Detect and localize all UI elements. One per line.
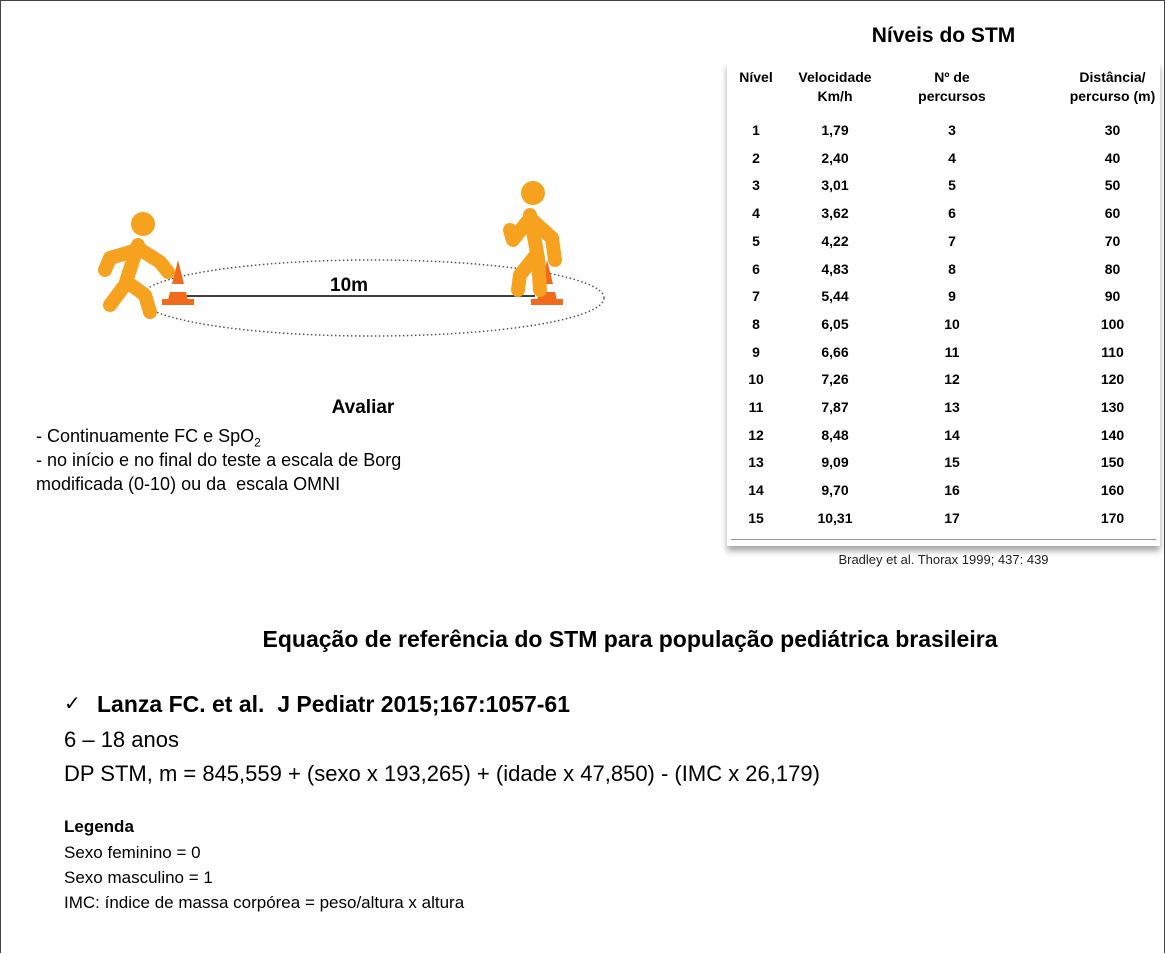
evaluate-line: modificada (0-10) ou da escala OMNI [36,475,340,493]
cell: 10,31 [787,510,883,526]
cell: 80 [1065,261,1160,277]
cell: 14 [907,427,997,443]
subscript: 2 [254,436,261,450]
cell: 30 [1065,122,1160,138]
header-cell: Distância/ [1065,68,1160,87]
cell: 40 [1065,150,1160,166]
evaluate-line: - Continuamente FC e SpO2 [36,427,261,449]
cell: 1,79 [787,122,883,138]
cell: 8 [731,316,781,332]
cell: 10 [731,371,781,387]
cell: 100 [1065,316,1160,332]
cell: 4,83 [787,261,883,277]
distance-label: 10m [330,276,368,295]
cell: 60 [1065,205,1160,221]
cell: 3 [731,177,781,193]
cell: 50 [1065,177,1160,193]
cell: 15 [731,510,781,526]
cell: 160 [1065,482,1160,498]
evaluate-text: modificada (0-10) ou da escala OMNI [36,474,340,494]
cell: 13 [907,399,997,415]
legend-title: Legenda [64,818,134,835]
illustration [0,0,700,380]
cell: 9,70 [787,482,883,498]
citation: Lanza FC. et al. J Pediatr 2015;167:1057… [97,693,570,716]
cell: 11 [731,399,781,415]
cell: 9,09 [787,454,883,470]
evaluate-line: - no início e no final do teste a escala… [36,451,401,469]
cell: 6 [731,261,781,277]
header-cell: Nível [731,68,781,87]
age-range: 6 – 18 anos [64,729,179,751]
reference-title: Equação de referência do STM para popula… [0,628,1165,651]
header-cell: percurso (m) [1065,87,1160,106]
evaluate-title: Avaliar [0,398,726,417]
cell: 5,44 [787,288,883,304]
header-cell: Nº de [907,68,997,87]
cell: 10 [907,316,997,332]
page: 10m Avaliar Níveis do STM Nível Velocidad… [0,0,1165,954]
cell: 15 [907,454,997,470]
table-source: Bradley et al. Thorax 1999; 437: 439 [727,553,1160,566]
cell: 6,05 [787,316,883,332]
cell: 14 [731,482,781,498]
cell: 7 [907,233,997,249]
legend-line: IMC: índice de massa corpórea = peso/alt… [64,894,464,911]
cell: 6 [907,205,997,221]
bullet: ✓ [64,694,81,714]
table-rule [731,539,1156,540]
cell: 70 [1065,233,1160,249]
cell: 150 [1065,454,1160,470]
cell: 17 [907,510,997,526]
equation: DP STM, m = 845,559 + (sexo x 193,265) +… [64,763,820,785]
legend-line: Sexo masculino = 1 [64,869,213,886]
cell: 110 [1065,344,1160,360]
cell: 8,48 [787,427,883,443]
cell: 3,62 [787,205,883,221]
cell: 6,66 [787,344,883,360]
cell: 4,22 [787,233,883,249]
cell: 4 [907,150,997,166]
cell: 90 [1065,288,1160,304]
cell: 11 [907,344,997,360]
cell: 9 [731,344,781,360]
cell: 3,01 [787,177,883,193]
cell: 170 [1065,510,1160,526]
walker-left [105,212,168,312]
cell: 4 [731,205,781,221]
cell: 12 [907,371,997,387]
cell: 140 [1065,427,1160,443]
header-cell: Km/h [787,87,883,106]
cell: 2,40 [787,150,883,166]
cell: 16 [907,482,997,498]
cell: 5 [731,233,781,249]
cell: 7,87 [787,399,883,415]
cell: 5 [907,177,997,193]
header-cell: Velocidade [787,68,883,87]
cell: 3 [907,122,997,138]
table-title: Níveis do STM [727,25,1160,46]
cell: 1 [731,122,781,138]
cell: 7,26 [787,371,883,387]
cell: 9 [907,288,997,304]
cell: 13 [731,454,781,470]
legend-line: Sexo feminino = 0 [64,844,201,861]
cell: 2 [731,150,781,166]
cell: 7 [731,288,781,304]
evaluate-text: - Continuamente FC e SpO [36,426,254,446]
cell: 120 [1065,371,1160,387]
cell: 12 [731,427,781,443]
cell: 8 [907,261,997,277]
evaluate-text: - no início e no final do teste a escala… [36,450,401,470]
header-cell: percursos [907,87,997,106]
cell: 130 [1065,399,1160,415]
